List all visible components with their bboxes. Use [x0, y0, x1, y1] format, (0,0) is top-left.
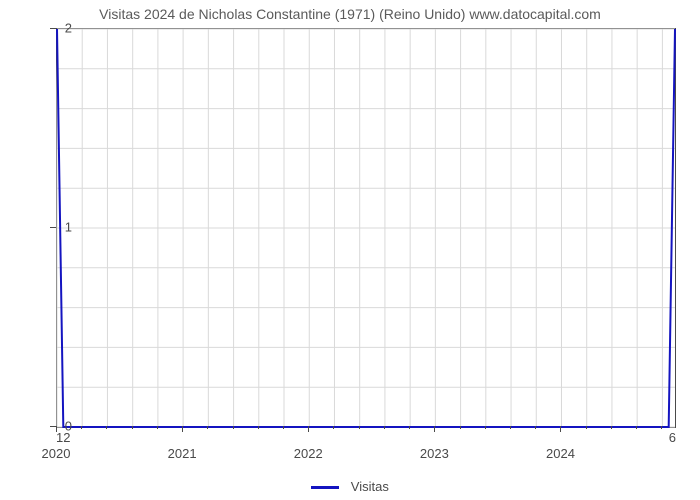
corner-label-right: 6: [669, 430, 676, 445]
legend-label: Visitas: [351, 479, 389, 494]
x-tick-label: 2020: [42, 446, 71, 461]
x-tick-label: 2024: [546, 446, 575, 461]
y-tick-label: 1: [42, 220, 72, 235]
legend-swatch: [311, 486, 339, 489]
y-tick-label: 2: [42, 21, 72, 36]
x-tick-label: 2023: [420, 446, 449, 461]
x-tick-label: 2022: [294, 446, 323, 461]
grid-and-series: [57, 29, 675, 427]
corner-label-left: 12: [56, 430, 70, 445]
x-tick-label: 2021: [168, 446, 197, 461]
legend: Visitas: [0, 479, 700, 494]
plot-area: [56, 28, 676, 428]
chart-title: Visitas 2024 de Nicholas Constantine (19…: [0, 6, 700, 22]
